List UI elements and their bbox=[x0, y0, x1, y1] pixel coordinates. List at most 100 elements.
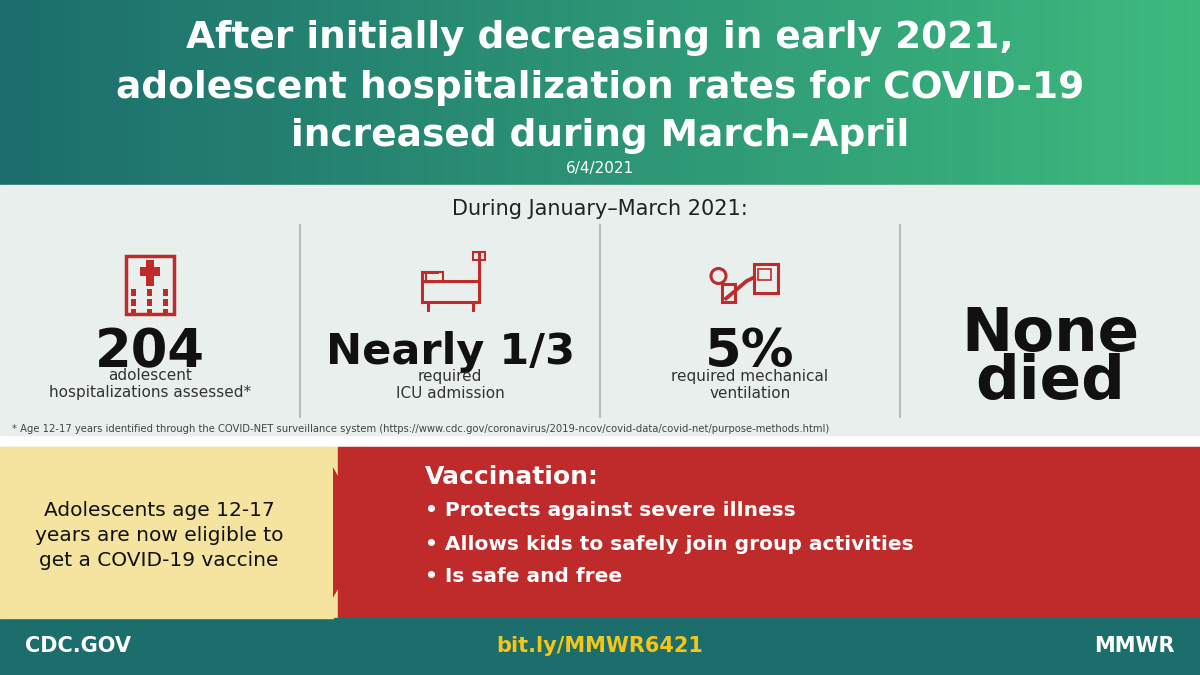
Bar bbox=[868, 0, 874, 185]
Bar bbox=[1112, 0, 1117, 185]
Bar bbox=[428, 0, 433, 185]
Bar bbox=[1100, 0, 1105, 185]
Bar bbox=[152, 0, 157, 185]
Bar bbox=[56, 0, 61, 185]
Bar bbox=[452, 0, 457, 185]
Bar bbox=[131, 309, 136, 316]
Bar bbox=[456, 0, 461, 185]
Bar bbox=[324, 0, 329, 185]
Bar bbox=[1052, 0, 1057, 185]
Bar bbox=[952, 0, 958, 185]
Bar bbox=[1032, 0, 1037, 185]
Bar bbox=[272, 0, 277, 185]
Bar bbox=[544, 0, 550, 185]
Text: years are now eligible to: years are now eligible to bbox=[35, 526, 283, 545]
Bar bbox=[32, 0, 37, 185]
Bar bbox=[131, 289, 136, 296]
Bar bbox=[448, 0, 454, 185]
Bar bbox=[576, 0, 581, 185]
Bar bbox=[840, 0, 845, 185]
Bar bbox=[268, 0, 274, 185]
Text: required mechanical: required mechanical bbox=[672, 369, 828, 383]
Bar bbox=[580, 0, 586, 185]
Bar bbox=[624, 0, 629, 185]
Bar bbox=[348, 0, 353, 185]
Bar bbox=[1116, 0, 1121, 185]
Bar bbox=[440, 0, 445, 185]
Bar bbox=[948, 0, 953, 185]
Text: 204: 204 bbox=[95, 326, 205, 378]
Bar bbox=[816, 0, 821, 185]
Bar bbox=[196, 0, 202, 185]
Bar bbox=[12, 0, 17, 185]
Bar bbox=[796, 0, 802, 185]
Bar bbox=[944, 0, 949, 185]
Bar bbox=[728, 0, 733, 185]
Bar bbox=[264, 0, 269, 185]
Bar bbox=[1076, 0, 1081, 185]
Bar bbox=[304, 0, 310, 185]
Text: increased during March–April: increased during March–April bbox=[290, 118, 910, 154]
Bar bbox=[1000, 0, 1006, 185]
Text: ventilation: ventilation bbox=[709, 385, 791, 400]
Polygon shape bbox=[334, 468, 370, 597]
Bar bbox=[720, 0, 725, 185]
Bar bbox=[908, 0, 913, 185]
Bar bbox=[888, 0, 893, 185]
Bar bbox=[680, 0, 685, 185]
Bar bbox=[856, 0, 862, 185]
Bar bbox=[1072, 0, 1078, 185]
Bar bbox=[208, 0, 214, 185]
Bar bbox=[824, 0, 829, 185]
Bar bbox=[40, 0, 46, 185]
Bar bbox=[1044, 0, 1049, 185]
Bar bbox=[721, 284, 734, 302]
Bar bbox=[136, 0, 142, 185]
Bar bbox=[1016, 0, 1021, 185]
Bar bbox=[1104, 0, 1109, 185]
Bar bbox=[380, 0, 385, 185]
Bar bbox=[904, 0, 910, 185]
Bar bbox=[564, 0, 569, 185]
Bar bbox=[80, 0, 85, 185]
Bar bbox=[760, 0, 766, 185]
Bar bbox=[1172, 0, 1177, 185]
Bar bbox=[296, 0, 301, 185]
Bar bbox=[184, 0, 190, 185]
Bar bbox=[120, 0, 125, 185]
Bar bbox=[124, 0, 130, 185]
Bar bbox=[4, 0, 10, 185]
Bar bbox=[1060, 0, 1066, 185]
Bar bbox=[508, 0, 514, 185]
Bar bbox=[468, 0, 473, 185]
Bar bbox=[284, 0, 289, 185]
Bar bbox=[8, 0, 13, 185]
Bar bbox=[48, 0, 53, 185]
Bar bbox=[736, 0, 742, 185]
Bar bbox=[1124, 0, 1129, 185]
Bar bbox=[0, 0, 5, 185]
Text: required: required bbox=[418, 369, 482, 383]
Bar bbox=[972, 0, 977, 185]
Bar bbox=[340, 0, 346, 185]
Bar bbox=[364, 0, 370, 185]
Bar bbox=[940, 0, 946, 185]
Text: ICU admission: ICU admission bbox=[396, 385, 504, 400]
Bar bbox=[328, 0, 334, 185]
Bar bbox=[384, 0, 389, 185]
Bar bbox=[608, 0, 613, 185]
Bar bbox=[960, 0, 965, 185]
Bar bbox=[88, 0, 94, 185]
Bar bbox=[96, 0, 101, 185]
Bar bbox=[780, 0, 785, 185]
Bar bbox=[1136, 0, 1141, 185]
Bar bbox=[1140, 0, 1145, 185]
Bar bbox=[332, 0, 337, 185]
Bar bbox=[512, 0, 517, 185]
Bar bbox=[980, 0, 985, 185]
Bar bbox=[928, 0, 934, 185]
Bar bbox=[1012, 0, 1018, 185]
Bar bbox=[24, 0, 29, 185]
Bar bbox=[876, 0, 881, 185]
Bar bbox=[288, 0, 293, 185]
